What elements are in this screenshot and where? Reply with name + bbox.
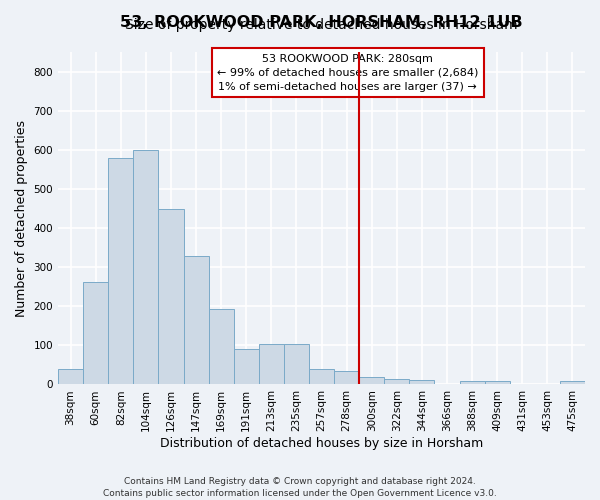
Bar [133,150,158,384]
Bar [233,350,259,384]
Text: Size of property relative to detached houses in Horsham: Size of property relative to detached ho… [125,18,518,32]
Bar [284,344,309,385]
Bar [334,371,359,384]
Bar [108,158,133,384]
Title: 53, ROOKWOOD PARK, HORSHAM, RH12 1UB: 53, ROOKWOOD PARK, HORSHAM, RH12 1UB [120,15,523,30]
Bar [309,369,334,384]
Bar [409,380,434,384]
Bar [460,382,485,384]
X-axis label: Distribution of detached houses by size in Horsham: Distribution of detached houses by size … [160,437,483,450]
Bar [58,369,83,384]
Bar [485,380,510,384]
Bar [560,382,585,384]
Bar [83,282,108,384]
Bar [384,378,409,384]
Y-axis label: Number of detached properties: Number of detached properties [15,120,28,317]
Bar [359,378,384,384]
Bar [158,208,184,384]
Text: 53 ROOKWOOD PARK: 280sqm
← 99% of detached houses are smaller (2,684)
1% of semi: 53 ROOKWOOD PARK: 280sqm ← 99% of detach… [217,54,479,92]
Bar [184,256,209,384]
Bar [259,344,284,385]
Bar [209,309,233,384]
Text: Contains HM Land Registry data © Crown copyright and database right 2024.
Contai: Contains HM Land Registry data © Crown c… [103,476,497,498]
